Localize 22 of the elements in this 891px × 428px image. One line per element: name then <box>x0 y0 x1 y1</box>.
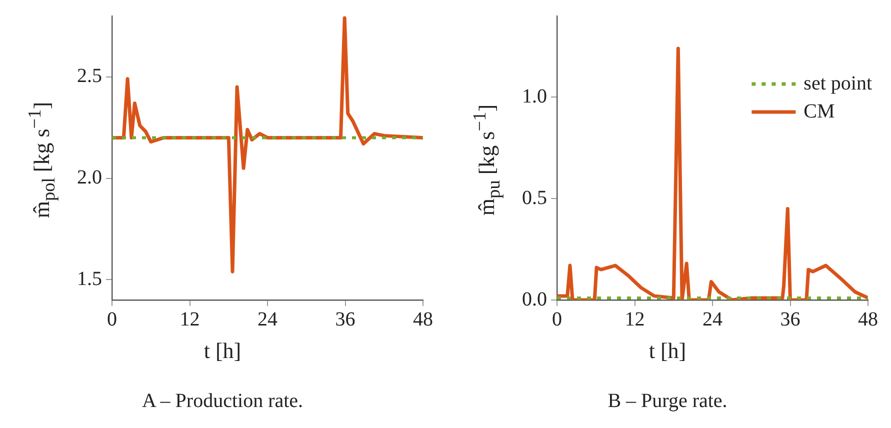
y-tick-label: 1.0 <box>522 85 547 108</box>
x-tick-label: 0 <box>107 308 117 330</box>
y-tick-label: 0.5 <box>522 186 547 209</box>
y-tick-label: 2.5 <box>77 65 102 88</box>
text: B – Purge rate. <box>606 390 728 413</box>
x-tick-label: 24 <box>258 308 278 330</box>
x-axis-title: t [h] <box>202 338 242 364</box>
x-axis-title: t [h] <box>648 338 688 364</box>
x-tick-label: 36 <box>780 308 800 330</box>
x-tick-label: 48 <box>858 308 878 330</box>
x-tick-label: 48 <box>413 308 433 330</box>
legend-label: CM <box>804 100 836 122</box>
y-tick-label: 0.0 <box>522 288 547 310</box>
y-tick-label: 2.0 <box>77 166 102 189</box>
x-tick-label: 24 <box>702 308 722 330</box>
y-tick-label: 1.5 <box>77 268 102 290</box>
legend-label: set point <box>804 72 872 94</box>
x-tick-label: 0 <box>552 308 562 330</box>
text: A – Production rate. <box>140 390 304 413</box>
x-tick-label: 12 <box>180 308 200 330</box>
x-tick-label: 12 <box>624 308 645 330</box>
x-tick-label: 36 <box>335 308 356 330</box>
